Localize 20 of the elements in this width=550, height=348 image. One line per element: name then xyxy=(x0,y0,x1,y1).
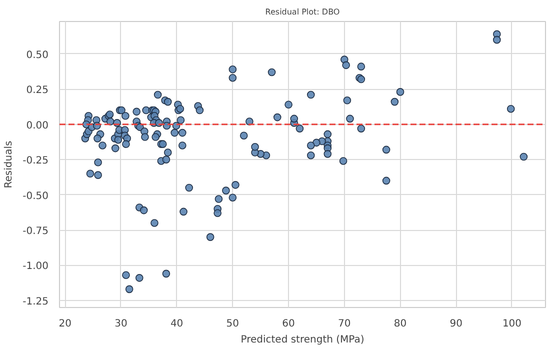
y-tick-label: -0.75 xyxy=(22,226,48,238)
y-tick-label: -0.25 xyxy=(22,156,48,167)
y-tick-label: -0.50 xyxy=(22,190,48,202)
x-tick-label: 80 xyxy=(394,318,407,330)
y-axis-title: Residuals xyxy=(4,140,15,188)
x-tick-label: 40 xyxy=(170,318,184,330)
y-tick-label: -1.00 xyxy=(22,261,48,272)
y-tick-label: -1.25 xyxy=(22,296,48,308)
x-tick-label: 60 xyxy=(282,318,295,330)
x-tick-label: 100 xyxy=(502,318,522,330)
chart-title: Residual Plot: DBO xyxy=(265,8,340,16)
y-tick-label: 0.00 xyxy=(26,120,48,132)
y-tick-label: 0.25 xyxy=(26,85,48,96)
x-tick-label: 90 xyxy=(450,318,462,330)
x-tick-label: 50 xyxy=(226,318,240,330)
y-tick-label: 0.50 xyxy=(26,50,48,61)
x-tick-label: 20 xyxy=(58,318,72,330)
x-axis-title: Predicted strength (MPa) xyxy=(240,334,364,346)
x-tick-label: 30 xyxy=(114,318,128,330)
x-tick-label: 70 xyxy=(338,318,351,330)
